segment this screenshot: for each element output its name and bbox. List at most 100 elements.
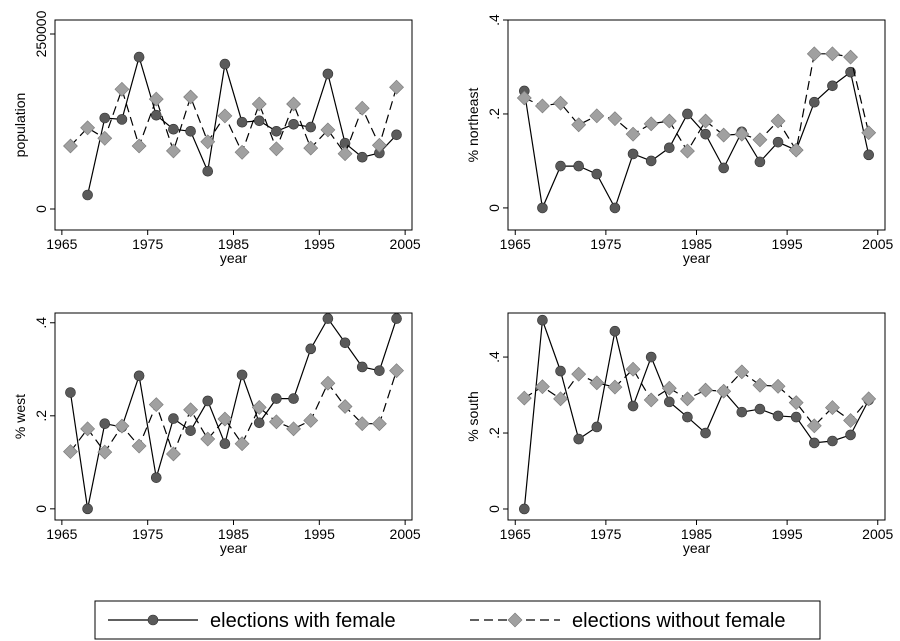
data-point: [754, 156, 766, 168]
data-point: [861, 125, 877, 141]
data-point: [116, 114, 128, 125]
data-point: [80, 421, 96, 437]
data-point: [234, 144, 250, 160]
data-point: [698, 113, 713, 129]
data-point: [268, 414, 284, 430]
x-tick-label: 1995: [304, 526, 335, 542]
data-point: [661, 380, 677, 396]
data-point: [680, 391, 695, 407]
x-tick-label: 2005: [390, 526, 421, 542]
data-point: [356, 361, 368, 373]
data-point: [133, 51, 145, 63]
data-point: [131, 438, 147, 454]
data-point: [752, 132, 768, 148]
y-tick-label: .2: [486, 108, 502, 120]
data-point: [643, 116, 659, 132]
data-point: [752, 377, 768, 393]
data-point: [150, 472, 162, 483]
data-point: [627, 400, 639, 412]
x-axis-title: year: [683, 540, 711, 556]
data-point: [219, 58, 231, 70]
x-tick-label: 1995: [772, 236, 803, 252]
data-point: [754, 403, 766, 415]
data-point: [200, 134, 216, 150]
data-point: [571, 366, 587, 382]
data-point: [643, 392, 659, 408]
data-point: [535, 379, 550, 395]
x-tick-label: 1985: [681, 526, 712, 542]
data-point: [825, 400, 840, 415]
data-point: [861, 391, 877, 407]
data-point: [537, 314, 548, 326]
data-point: [185, 425, 196, 436]
data-point: [65, 387, 76, 398]
legend-label: elections without female: [572, 610, 785, 632]
data-point: [148, 397, 164, 413]
data-point: [303, 413, 319, 428]
data-point: [843, 413, 858, 428]
data-point: [271, 393, 282, 404]
data-point: [770, 378, 786, 394]
data-point: [63, 444, 78, 460]
data-point: [320, 375, 336, 391]
data-point: [825, 46, 840, 62]
data-point: [286, 421, 301, 437]
data-point: [734, 126, 750, 142]
data-point: [389, 363, 404, 379]
data-point: [537, 202, 548, 214]
data-point: [734, 364, 750, 380]
x-tick-label: 1985: [218, 526, 249, 542]
x-tick-label: 2005: [862, 236, 893, 252]
data-point: [664, 396, 675, 408]
x-axis-title: year: [220, 540, 248, 556]
x-tick-label: 1995: [772, 526, 803, 542]
data-point: [183, 89, 199, 105]
data-point: [82, 503, 93, 515]
data-point: [698, 382, 713, 398]
data-point: [356, 151, 368, 163]
data-point: [680, 143, 695, 159]
data-point: [772, 136, 784, 148]
x-tick-label: 1985: [681, 236, 712, 252]
x-tick-label: 1965: [46, 236, 77, 252]
data-point: [591, 168, 603, 180]
data-point: [772, 410, 784, 422]
y-axis-title: % west: [12, 394, 28, 439]
data-point: [790, 411, 802, 423]
data-point: [700, 128, 711, 140]
data-point: [286, 96, 301, 112]
y-tick-label: .4: [33, 317, 49, 329]
x-tick-label: 2005: [862, 526, 893, 542]
data-point: [716, 383, 732, 399]
data-point: [305, 343, 317, 355]
data-point: [82, 189, 93, 201]
x-axis-title: year: [220, 250, 248, 266]
data-point: [219, 438, 231, 450]
data-point: [625, 361, 641, 377]
data-point: [700, 427, 711, 439]
data-point: [682, 108, 693, 120]
data-point: [271, 126, 282, 137]
data-point: [645, 155, 657, 167]
data-point: [354, 416, 370, 432]
data-point: [253, 115, 265, 127]
y-tick-label: 0: [33, 505, 49, 513]
data-point: [516, 90, 532, 106]
data-point: [609, 202, 621, 214]
data-point: [202, 395, 214, 407]
data-point: [97, 130, 113, 146]
y-tick-label: 0: [33, 205, 49, 213]
x-tick-label: 1995: [304, 236, 335, 252]
y-axis-title: population: [12, 93, 28, 158]
data-point: [185, 126, 196, 137]
data-point: [168, 413, 179, 424]
data-point: [236, 369, 248, 381]
data-point: [827, 80, 838, 92]
data-point: [288, 119, 299, 130]
data-point: [80, 120, 96, 136]
data-point: [845, 429, 856, 441]
data-point: [553, 391, 568, 407]
data-point: [535, 98, 550, 114]
